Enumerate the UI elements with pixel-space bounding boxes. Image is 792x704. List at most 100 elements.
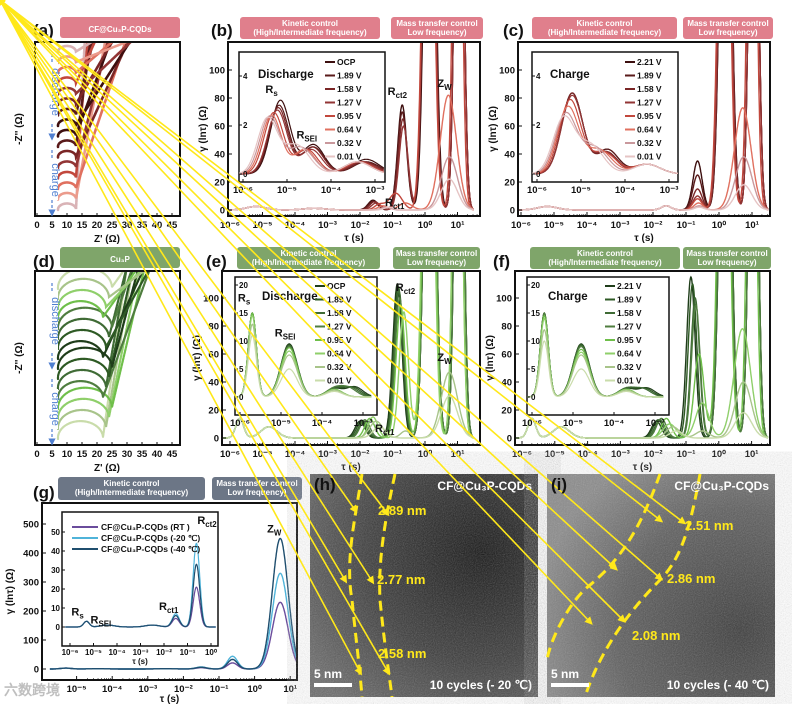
thickness-measurement: 2.58 nm <box>378 646 426 661</box>
y-tick-label: 40 <box>208 378 219 389</box>
y-tick-label: 20 <box>214 178 225 189</box>
pill-line-1: Kinetic control <box>576 19 632 28</box>
panel-d: (d) Cu₃P 0 5 10 15 20 25 30 35 40 45 Z' (Ω) -Z'' (Ω) d… <box>14 247 181 474</box>
annotation-main: R <box>388 86 396 98</box>
inset-plot: 10⁻⁶ 10⁻⁵ 10⁻⁴ 10⁻³ 10⁻² 10⁻¹ 10⁰ 0 10 20 30 40 50 τ … <box>51 511 219 666</box>
inset-y-tick-label: 20 <box>51 585 60 594</box>
panel-c: (c) Kinetic control(High/Intermediate fre… <box>488 17 773 244</box>
charge-label: charge <box>49 163 61 197</box>
pill-line-2: (High/Intermediate frequency) <box>253 28 367 37</box>
annotation-sub: s <box>246 298 251 307</box>
pill-line-2: (High/Intermediate frequency) <box>75 488 189 497</box>
x-tick-label: 10 <box>62 449 73 460</box>
legend-label: 0.64 V <box>617 349 642 359</box>
inset-y-tick-label: 4 <box>243 72 248 81</box>
inset-x-tick-label: 10⁻⁴ <box>321 185 342 196</box>
x-tick-label: 10¹ <box>283 684 297 695</box>
peak-annotation: ZW <box>267 524 282 538</box>
thickness-arrow-icon <box>0 0 626 623</box>
legend-label: 0.64 V <box>337 125 362 135</box>
y-tick-label: 20 <box>504 178 515 189</box>
header-pill-kinetic: Kinetic control(High/Intermediate freque… <box>530 247 680 269</box>
y-tick-label: 0 <box>34 665 39 676</box>
sample-title: CF@Cu₃P-CQDs <box>437 479 532 493</box>
legend-label: 0.95 V <box>617 335 642 345</box>
inset-x-tick-label: 10⁻³ <box>660 185 679 196</box>
inset-plot: 10⁻⁶ 10⁻⁵ 10⁻⁴ 10⁻³ 0 2 4 Charge 2.21 V 1.89 V 1.5… <box>527 51 679 196</box>
x-tick-label: 10⁻⁵ <box>545 449 565 460</box>
annotation-main: R <box>265 84 273 96</box>
panel-label: (h) <box>314 475 336 494</box>
x-tick-label: 10⁻³ <box>611 220 630 231</box>
inset-x-tick-label: 10⁻¹ <box>180 648 196 657</box>
x-axis-label: τ (s) <box>160 694 179 704</box>
y-tick-label: 40 <box>214 150 225 161</box>
header-pill-kinetic: Kinetic control(High/Intermediate freque… <box>240 17 380 39</box>
x-axis-label: τ (s) <box>633 462 652 473</box>
scale-bar-label: 5 nm <box>314 667 342 681</box>
inset-y-tick-label: 15 <box>531 309 540 318</box>
legend-label: 1.27 V <box>617 322 642 332</box>
inset-y-tick-label: 0 <box>536 170 541 179</box>
legend-label: 0.01 V <box>617 376 642 386</box>
pill-line-2: Low frequency) <box>407 28 466 37</box>
y-tick-label: 0 <box>214 434 219 445</box>
legend-label: 1.27 V <box>337 98 362 108</box>
caption: 10 cycles (- 40 ℃) <box>667 678 769 692</box>
legend-label: 1.89 V <box>327 295 352 305</box>
inset-x-tick-label: 10⁰ <box>205 648 218 657</box>
y-tick-label: 300 <box>23 578 39 589</box>
annotation-main: R <box>238 293 246 305</box>
legend-label: 0.01 V <box>637 152 662 162</box>
x-tick-label: 10⁻² <box>351 220 370 231</box>
x-tick-label: 15 <box>77 449 88 460</box>
peak-annotation: Rct2 <box>388 86 408 100</box>
inset-x-tick-label: 10⁻⁵ <box>85 648 102 657</box>
x-tick-label: 10⁻⁵ <box>67 684 87 695</box>
inset-y-tick-label: 5 <box>531 365 536 374</box>
pill-line-1: Kinetic control <box>282 19 338 28</box>
inset-x-tick-label: 10⁻³ <box>366 185 385 196</box>
inset-y-tick-label: 10 <box>51 604 60 613</box>
y-axis-label: γ (lnτ) (Ω) <box>198 106 209 152</box>
nyquist-curve <box>56 42 130 65</box>
inset-y-tick-label: 0 <box>56 623 61 632</box>
y-tick-label: 0 <box>507 434 512 445</box>
pill-line-1: Mass transfer control <box>396 19 477 28</box>
annotation-sub: SEI <box>98 619 111 628</box>
pill-line-2: (High/Intermediate frequency) <box>548 28 662 37</box>
pill-line-1: Kinetic control <box>103 479 159 488</box>
x-axis-label: τ (s) <box>341 462 360 473</box>
legend-label: CF@Cu₃P-CQDs (RT ) <box>101 522 190 532</box>
annotation-main: R <box>296 129 304 141</box>
inset-y-tick-label: 5 <box>239 365 244 374</box>
x-tick-label: 10⁻¹ <box>383 449 402 460</box>
sample-title: CF@Cu₃P-CQDs <box>674 479 769 493</box>
panel-label: (c) <box>503 21 524 40</box>
panel-label: (f) <box>493 252 510 271</box>
x-tick-label: 10¹ <box>745 220 759 231</box>
inset-x-tick-label: 10⁻³ <box>133 648 149 657</box>
x-tick-label: 10⁻³ <box>611 449 630 460</box>
x-tick-label: 0 <box>34 449 39 460</box>
title-pill: Cu₃P <box>60 247 180 268</box>
legend-label: 1.58 V <box>337 84 362 94</box>
annotation-sub: W <box>444 357 452 366</box>
y-axis-label: -Z'' (Ω) <box>14 113 25 145</box>
inset-y-tick-label: 30 <box>51 566 60 575</box>
annotation-sub: SEI <box>283 333 296 342</box>
annotation-main: R <box>375 423 383 435</box>
x-tick-label: 30 <box>122 449 133 460</box>
legend-label: 1.27 V <box>637 98 662 108</box>
y-tick-label: 400 <box>23 549 39 560</box>
watermark: 六数跨境 <box>4 682 60 698</box>
legend-label: 2.21 V <box>637 57 662 67</box>
pill-line-2: Low frequency) <box>697 258 756 267</box>
legend-label: 1.58 V <box>637 84 662 94</box>
y-tick-label: 0 <box>510 206 515 217</box>
y-tick-label: 100 <box>23 636 39 647</box>
